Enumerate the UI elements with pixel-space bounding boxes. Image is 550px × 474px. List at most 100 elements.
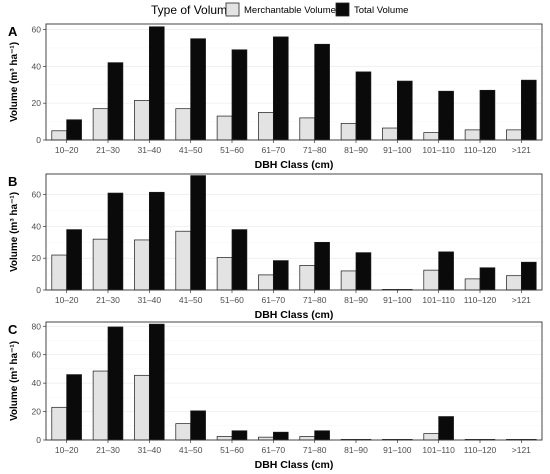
bar-total (396, 80, 413, 141)
legend-swatch-merchantable (225, 2, 240, 17)
bar-merchantable (216, 436, 233, 441)
y-axis-title: Volume (m³ ha⁻¹) (9, 192, 20, 272)
x-tick-label: 10–20 (55, 295, 79, 305)
x-tick-label: 101–110 (422, 295, 455, 305)
x-axis-title: DBH Class (cm) (255, 309, 334, 321)
y-tick-label: 60 (32, 25, 42, 35)
x-tick-label: 101–110 (422, 145, 455, 155)
plot-border (45, 23, 543, 141)
plot-border (45, 321, 543, 441)
bar-total (148, 191, 165, 291)
x-tick-label: 21–30 (96, 295, 120, 305)
legend-label-total: Total Volume (354, 5, 408, 16)
x-tick-label: 81–90 (344, 295, 368, 305)
bar-total (355, 252, 372, 291)
bar-merchantable (506, 275, 522, 291)
x-tick-label: 21–30 (96, 145, 120, 155)
bar-merchantable (51, 254, 68, 291)
y-tick-label: 20 (32, 253, 42, 263)
y-tick-label: 40 (32, 221, 42, 231)
bar-merchantable (340, 270, 357, 291)
y-tick-label: 0 (36, 135, 41, 145)
x-tick-label: 81–90 (344, 145, 368, 155)
x-tick-label: 91–100 (383, 445, 412, 455)
bar-total (520, 261, 537, 291)
y-tick-label: 40 (32, 378, 42, 388)
y-tick-label: 80 (32, 321, 42, 331)
bar-merchantable (464, 129, 481, 141)
bar-total (438, 251, 454, 291)
y-tick-label: 0 (36, 435, 41, 445)
bar-total (355, 71, 372, 141)
x-tick-label: 31–40 (138, 145, 162, 155)
legend-title: Type of Volume (151, 3, 234, 17)
chart-panel-A: 10–20 21–30 31–40 41–50 51–60 61–70 71–80 81–90… (8, 23, 543, 171)
bar-total (314, 430, 330, 441)
x-tick-label: 51–60 (220, 295, 244, 305)
y-tick-label: 40 (32, 61, 42, 71)
x-tick-label: 51–60 (220, 445, 244, 455)
bar-merchantable (134, 374, 150, 441)
bar-merchantable (92, 108, 109, 141)
bar-total (107, 192, 124, 291)
bar-merchantable (175, 230, 192, 291)
panel-label: C (8, 322, 18, 337)
bar-merchantable (340, 123, 357, 141)
bar-merchantable (299, 436, 316, 441)
bar-merchantable (92, 238, 109, 291)
bar-merchantable (423, 132, 440, 141)
x-tick-label: 51–60 (220, 145, 244, 155)
x-tick-label: 91–100 (383, 145, 412, 155)
bar-total (148, 323, 165, 441)
panel-label: B (8, 174, 17, 189)
bar-merchantable (423, 433, 440, 441)
x-axis-title: DBH Class (cm) (255, 459, 334, 471)
y-axis-title: Volume (m³ ha⁻¹) (9, 341, 20, 421)
x-tick-label: 71–80 (303, 445, 327, 455)
panels: 10–20 21–30 31–40 41–50 51–60 61–70 71–80 81–90… (8, 23, 543, 471)
x-tick-label: 61–70 (262, 445, 286, 455)
bar-total (438, 90, 454, 141)
y-tick-label: 60 (32, 350, 42, 360)
x-axis-title: DBH Class (cm) (255, 159, 334, 171)
x-tick-label: 41–50 (179, 445, 203, 455)
plot-area (46, 322, 542, 440)
bar-total (66, 374, 82, 441)
bar-total (479, 89, 496, 141)
x-tick-label: 101–110 (422, 445, 455, 455)
bar-total (231, 49, 248, 141)
bar-total (314, 241, 330, 291)
bar-merchantable (258, 112, 274, 141)
bar-merchantable (258, 274, 274, 291)
x-tick-label: >121 (512, 445, 531, 455)
bar-merchantable (299, 117, 316, 141)
bar-total (272, 431, 289, 441)
plot-area (46, 174, 542, 290)
bar-merchantable (51, 406, 68, 441)
x-tick-label: 31–40 (138, 295, 162, 305)
y-tick-label: 20 (32, 407, 42, 417)
bar-total (314, 43, 330, 141)
x-tick-label: 91–100 (383, 295, 412, 305)
x-tick-label: 21–30 (96, 445, 120, 455)
bar-total (66, 229, 82, 291)
panel-label: A (8, 24, 18, 39)
bar-total (66, 119, 82, 141)
legend-swatch-total (335, 2, 350, 17)
x-tick-label: 10–20 (55, 445, 79, 455)
bar-merchantable (216, 257, 233, 291)
x-tick-label: 110–120 (464, 445, 497, 455)
x-tick-label: 41–50 (179, 145, 203, 155)
y-tick-label: 60 (32, 190, 42, 200)
x-tick-label: >121 (512, 145, 531, 155)
x-tick-label: 110–120 (464, 295, 497, 305)
chart-panel-B: 10–20 21–30 31–40 41–50 51–60 61–70 71–80 81–90… (8, 173, 543, 321)
plot-border (45, 173, 543, 291)
x-tick-label: 41–50 (179, 295, 203, 305)
x-tick-label: >121 (512, 295, 531, 305)
bar-total (272, 260, 289, 291)
legend-label-merchantable: Merchantable Volume (244, 5, 336, 16)
bar-merchantable (92, 370, 109, 441)
bar-total (190, 410, 206, 441)
